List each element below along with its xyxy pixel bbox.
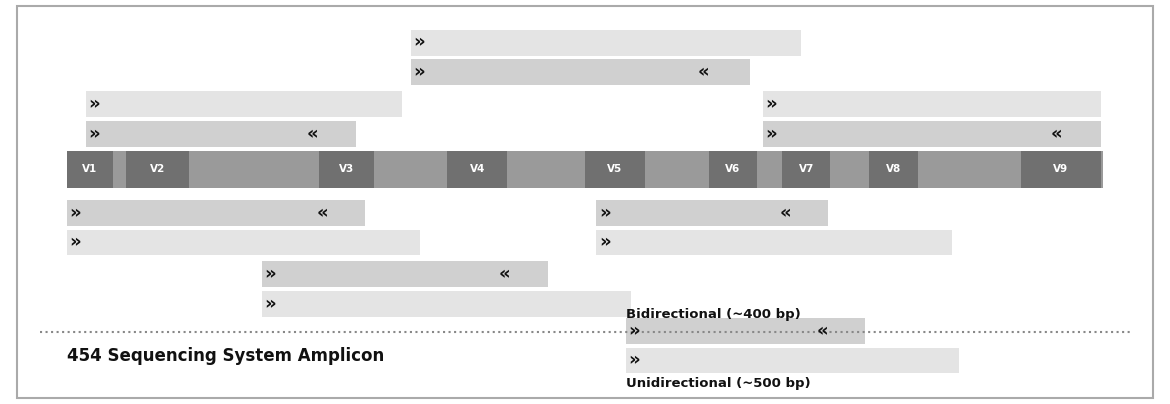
Text: »: » bbox=[765, 95, 777, 113]
Text: «: « bbox=[498, 265, 510, 283]
Text: V1: V1 bbox=[82, 164, 97, 175]
Text: V6: V6 bbox=[725, 164, 741, 175]
Bar bbox=[597, 230, 952, 255]
Text: »: » bbox=[413, 34, 425, 52]
Text: V2: V2 bbox=[150, 164, 165, 175]
Bar bbox=[262, 261, 549, 287]
Text: «: « bbox=[1051, 125, 1062, 143]
Bar bbox=[1020, 151, 1101, 188]
Text: »: » bbox=[89, 95, 101, 113]
Text: «: « bbox=[317, 204, 328, 222]
Text: »: » bbox=[628, 322, 640, 340]
Text: »: » bbox=[765, 125, 777, 143]
Text: V9: V9 bbox=[1053, 164, 1068, 175]
Text: »: » bbox=[69, 204, 81, 222]
Bar bbox=[783, 151, 831, 188]
Text: V4: V4 bbox=[469, 164, 484, 175]
Text: »: » bbox=[599, 204, 611, 222]
Text: »: » bbox=[89, 125, 101, 143]
Text: Unidirectional (~500 bp): Unidirectional (~500 bp) bbox=[626, 377, 811, 390]
Bar bbox=[763, 121, 1101, 147]
Bar bbox=[447, 151, 507, 188]
Text: »: » bbox=[413, 63, 425, 81]
Text: »: » bbox=[264, 295, 276, 313]
Bar bbox=[626, 318, 865, 344]
Bar bbox=[763, 91, 1101, 117]
Bar bbox=[626, 348, 958, 373]
Text: V5: V5 bbox=[607, 164, 622, 175]
Bar bbox=[87, 91, 401, 117]
Bar bbox=[67, 151, 1103, 188]
Bar bbox=[67, 200, 365, 226]
Text: V3: V3 bbox=[339, 164, 355, 175]
Text: «: « bbox=[817, 322, 828, 340]
Bar bbox=[87, 121, 356, 147]
Bar bbox=[411, 59, 750, 85]
Bar bbox=[869, 151, 917, 188]
Text: »: » bbox=[599, 234, 611, 252]
Bar bbox=[319, 151, 374, 188]
Bar bbox=[126, 151, 190, 188]
Bar bbox=[709, 151, 757, 188]
Text: V7: V7 bbox=[799, 164, 814, 175]
Text: V8: V8 bbox=[886, 164, 901, 175]
Bar bbox=[597, 200, 828, 226]
Text: «: « bbox=[779, 204, 791, 222]
Text: Bidirectional (~400 bp): Bidirectional (~400 bp) bbox=[626, 308, 801, 321]
Bar bbox=[67, 151, 112, 188]
Text: »: » bbox=[69, 234, 81, 252]
Text: 454 Sequencing System Amplicon: 454 Sequencing System Amplicon bbox=[67, 347, 384, 365]
Bar bbox=[585, 151, 645, 188]
Text: »: » bbox=[628, 351, 640, 370]
Text: «: « bbox=[307, 125, 318, 143]
Text: «: « bbox=[697, 63, 709, 81]
Text: »: » bbox=[264, 265, 276, 283]
Bar bbox=[411, 30, 800, 55]
Bar bbox=[67, 230, 420, 255]
Bar bbox=[262, 291, 631, 317]
